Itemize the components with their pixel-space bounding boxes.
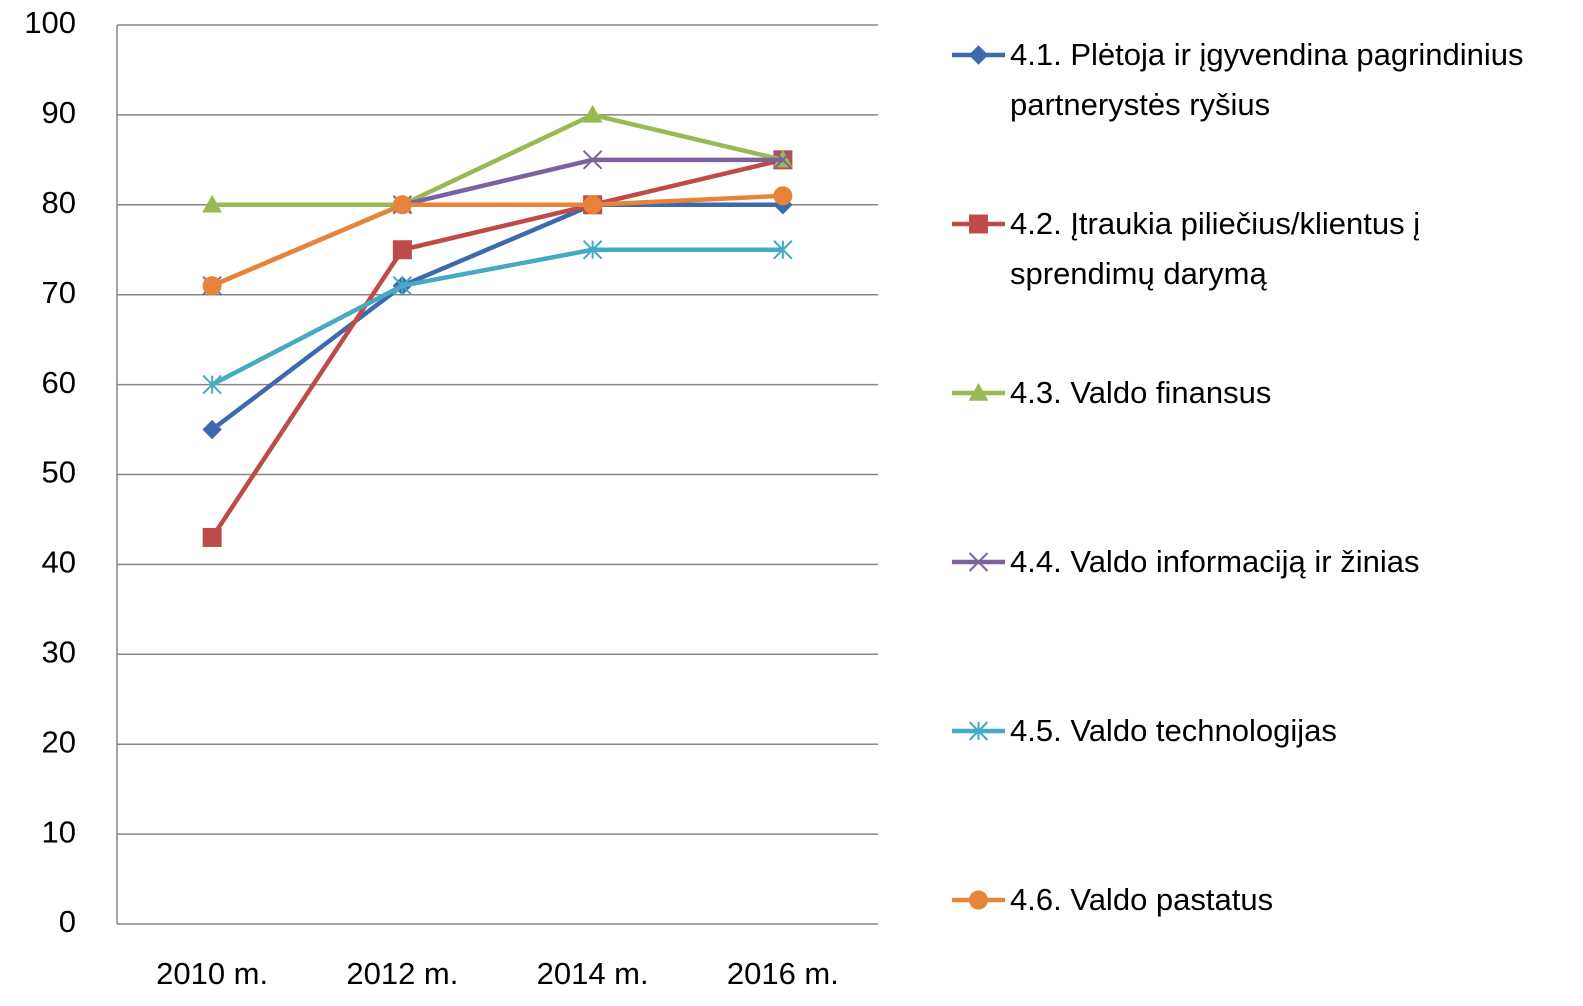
marker (773, 186, 793, 206)
marker (773, 240, 793, 260)
legend-marker (968, 45, 989, 65)
legend-label: 4.1. Plėtoja ir įgyvendina pagrindinius … (1010, 37, 1524, 122)
marker (582, 240, 603, 260)
series-line (211, 247, 783, 387)
series-line (210, 202, 783, 432)
y-tick-label: 70 (42, 275, 76, 310)
legend-label: 4.2. Įtraukia piliečius/klientus į spren… (1010, 206, 1421, 291)
legend-label: 4.5. Valdo technologijas (1010, 713, 1337, 748)
y-tick-label: 60 (42, 365, 76, 400)
marker (583, 195, 603, 215)
y-tick-label: 30 (42, 634, 76, 669)
legend-label: 4.3. Valdo finansus (1010, 375, 1272, 410)
series-line (212, 112, 784, 208)
marker (202, 527, 222, 547)
x-tick-label: 2010 m. (156, 956, 268, 991)
y-tick-label: 100 (24, 5, 76, 40)
marker (392, 240, 412, 260)
y-tick-label: 10 (42, 814, 76, 849)
marker (392, 195, 412, 215)
marker (392, 276, 413, 296)
legend-marker (968, 721, 989, 741)
legend-marker (968, 382, 989, 401)
y-tick-label: 40 (42, 545, 76, 580)
marker (202, 276, 222, 296)
x-tick-label: 2014 m. (537, 956, 649, 991)
marker (582, 150, 603, 170)
marker (582, 104, 603, 123)
y-tick-label: 90 (42, 95, 76, 130)
y-tick-label: 80 (42, 185, 76, 220)
legend-label: 4.6. Valdo pastatus (1010, 882, 1274, 917)
legend-marker (968, 552, 989, 572)
marker (202, 374, 222, 395)
series-line (210, 157, 784, 539)
series-line (211, 193, 783, 288)
x-tick-label: 2016 m. (727, 956, 839, 991)
marker (773, 150, 793, 170)
y-tick-label: 50 (42, 455, 76, 490)
marker (202, 194, 222, 213)
y-tick-label: 0 (59, 904, 76, 939)
legend-marker (969, 214, 988, 234)
y-tick-label: 20 (42, 724, 76, 759)
x-tick-label: 2012 m. (346, 956, 458, 991)
marker (202, 419, 222, 440)
legend-marker (969, 890, 988, 910)
legend-label: 4.4. Valdo informaciją ir žinias (1010, 544, 1420, 579)
